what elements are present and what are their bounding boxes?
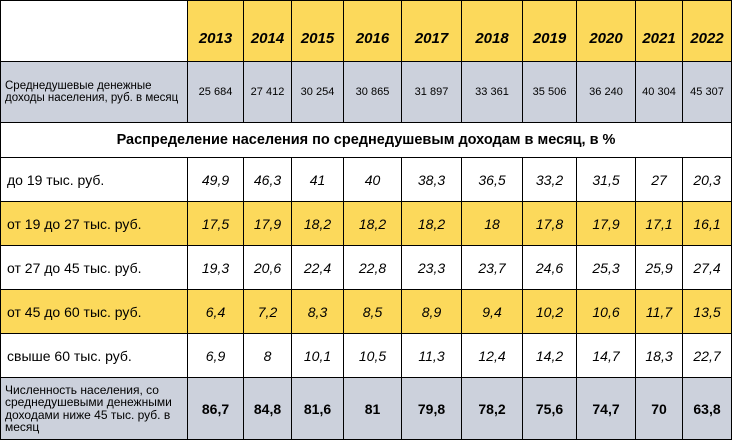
income-value: 40 304	[635, 61, 683, 123]
year-header: 2021	[635, 0, 683, 62]
row-label: от 19 до 27 тыс. руб.	[0, 201, 188, 246]
cell-value: 27,4	[682, 245, 732, 290]
year-header: 2014	[243, 0, 292, 62]
population-value: 70	[635, 377, 683, 440]
cell-value: 13,5	[682, 289, 732, 334]
table-row: от 45 до 60 тыс. руб. 6,4 7,2 8,3 8,5 8,…	[0, 289, 732, 334]
cell-value: 23,3	[401, 245, 462, 290]
cell-value: 25,3	[576, 245, 636, 290]
cell-value: 10,6	[576, 289, 636, 334]
row-label: до 19 тыс. руб.	[0, 157, 188, 202]
income-value: 30 254	[291, 61, 344, 123]
cell-value: 12,4	[461, 333, 523, 378]
row-label: от 45 до 60 тыс. руб.	[0, 289, 188, 334]
cell-value: 38,3	[401, 157, 462, 202]
population-row-label: Численность населения, со среднедушевыми…	[0, 377, 188, 440]
income-row: Среднедушевые денежные доходы населения,…	[0, 61, 732, 123]
cell-value: 17,8	[522, 201, 577, 246]
cell-value: 8,9	[401, 289, 462, 334]
cell-value: 33,2	[522, 157, 577, 202]
cell-value: 6,9	[187, 333, 244, 378]
year-header: 2020	[576, 0, 636, 62]
row-label: свыше 60 тыс. руб.	[0, 333, 188, 378]
cell-value: 23,7	[461, 245, 523, 290]
income-value: 31 897	[401, 61, 462, 123]
cell-value: 41	[291, 157, 344, 202]
cell-value: 11,3	[401, 333, 462, 378]
section-title-row: Распределение населения по среднедушевым…	[0, 122, 732, 158]
cell-value: 9,4	[461, 289, 523, 334]
cell-value: 10,1	[291, 333, 344, 378]
year-header-row: 2013 2014 2015 2016 2017 2018 2019 2020 …	[0, 0, 732, 62]
cell-value: 17,5	[187, 201, 244, 246]
cell-value: 22,4	[291, 245, 344, 290]
cell-value: 14,7	[576, 333, 636, 378]
population-value: 74,7	[576, 377, 636, 440]
cell-value: 10,2	[522, 289, 577, 334]
year-header: 2015	[291, 0, 344, 62]
cell-value: 18,3	[635, 333, 683, 378]
cell-value: 17,1	[635, 201, 683, 246]
cell-value: 7,2	[243, 289, 292, 334]
population-value: 78,2	[461, 377, 523, 440]
cell-value: 6,4	[187, 289, 244, 334]
income-value: 27 412	[243, 61, 292, 123]
cell-value: 25,9	[635, 245, 683, 290]
year-header: 2022	[682, 0, 732, 62]
section-title: Распределение населения по среднедушевым…	[0, 122, 732, 158]
cell-value: 24,6	[522, 245, 577, 290]
cell-value: 49,9	[187, 157, 244, 202]
cell-value: 10,5	[343, 333, 402, 378]
cell-value: 8,3	[291, 289, 344, 334]
table-row: от 19 до 27 тыс. руб. 17,5 17,9 18,2 18,…	[0, 201, 732, 246]
cell-value: 17,9	[576, 201, 636, 246]
cell-value: 22,7	[682, 333, 732, 378]
cell-value: 19,3	[187, 245, 244, 290]
income-value: 25 684	[187, 61, 244, 123]
population-value: 81,6	[291, 377, 344, 440]
cell-value: 18,2	[343, 201, 402, 246]
year-header: 2019	[522, 0, 577, 62]
table-row: свыше 60 тыс. руб. 6,9 8 10,1 10,5 11,3 …	[0, 333, 732, 378]
year-header: 2016	[343, 0, 402, 62]
corner-cell	[0, 0, 188, 62]
income-value: 35 506	[522, 61, 577, 123]
year-header: 2013	[187, 0, 244, 62]
year-header: 2018	[461, 0, 523, 62]
table-row: до 19 тыс. руб. 49,9 46,3 41 40 38,3 36,…	[0, 157, 732, 202]
cell-value: 20,3	[682, 157, 732, 202]
cell-value: 31,5	[576, 157, 636, 202]
cell-value: 46,3	[243, 157, 292, 202]
population-value: 84,8	[243, 377, 292, 440]
cell-value: 20,6	[243, 245, 292, 290]
income-value: 33 361	[461, 61, 523, 123]
cell-value: 36,5	[461, 157, 523, 202]
cell-value: 18	[461, 201, 523, 246]
population-value: 81	[343, 377, 402, 440]
population-value: 75,6	[522, 377, 577, 440]
income-value: 45 307	[682, 61, 732, 123]
year-header: 2017	[401, 0, 462, 62]
cell-value: 11,7	[635, 289, 683, 334]
cell-value: 8,5	[343, 289, 402, 334]
income-value: 30 865	[343, 61, 402, 123]
population-value: 79,8	[401, 377, 462, 440]
cell-value: 22,8	[343, 245, 402, 290]
cell-value: 27	[635, 157, 683, 202]
population-value: 86,7	[187, 377, 244, 440]
population-row: Численность населения, со среднедушевыми…	[0, 377, 732, 440]
cell-value: 17,9	[243, 201, 292, 246]
cell-value: 40	[343, 157, 402, 202]
cell-value: 14,2	[522, 333, 577, 378]
cell-value: 16,1	[682, 201, 732, 246]
table-row: от 27 до 45 тыс. руб. 19,3 20,6 22,4 22,…	[0, 245, 732, 290]
cell-value: 18,2	[401, 201, 462, 246]
income-value: 36 240	[576, 61, 636, 123]
cell-value: 18,2	[291, 201, 344, 246]
population-value: 63,8	[682, 377, 732, 440]
row-label: от 27 до 45 тыс. руб.	[0, 245, 188, 290]
cell-value: 8	[243, 333, 292, 378]
income-row-label: Среднедушевые денежные доходы населения,…	[0, 61, 188, 123]
